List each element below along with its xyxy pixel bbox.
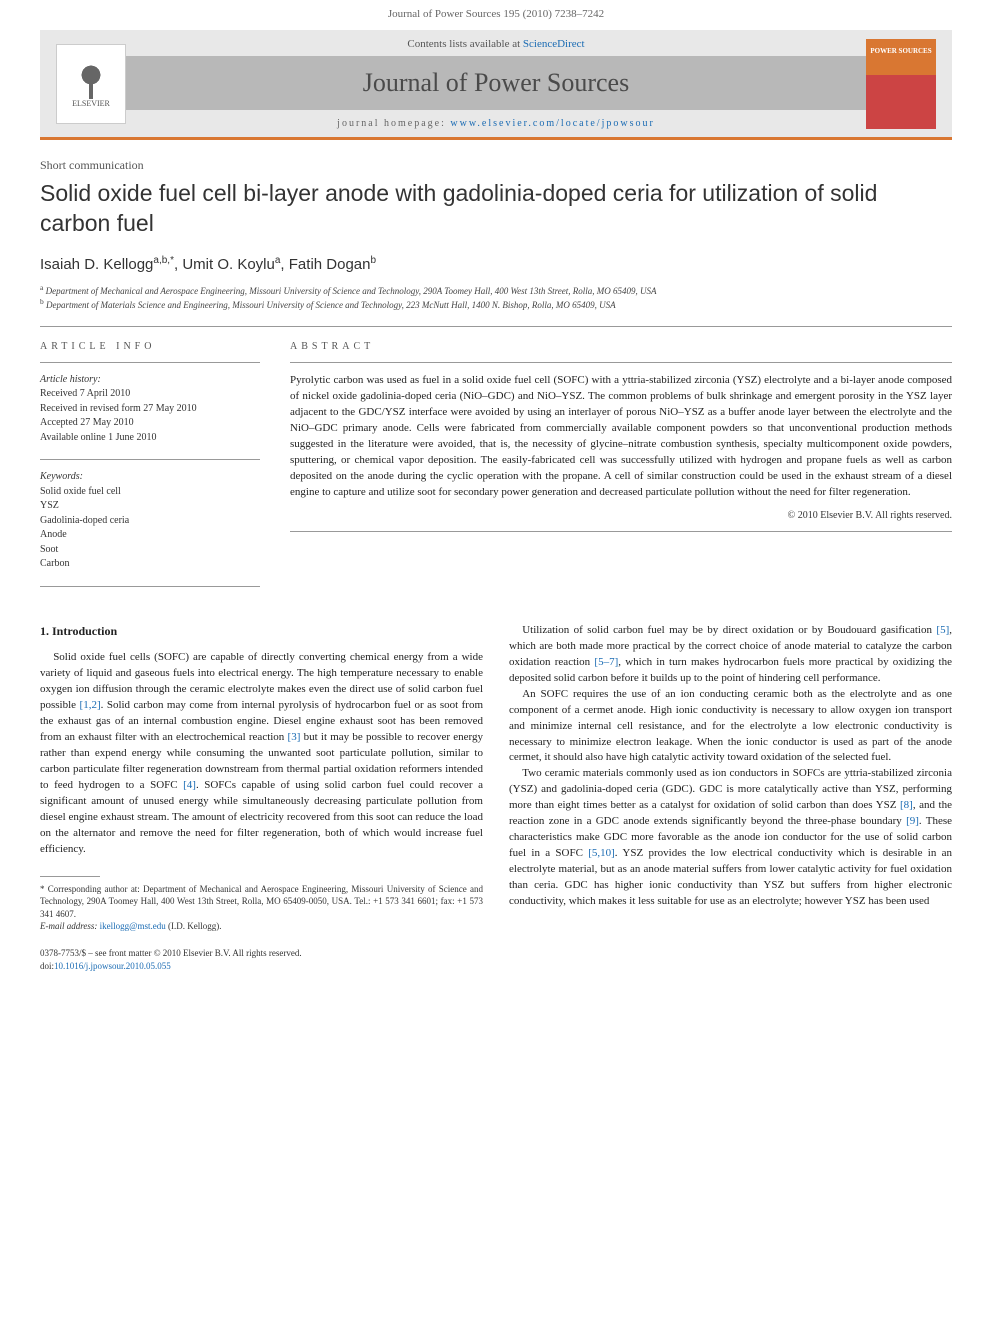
ref-5[interactable]: [5] bbox=[936, 624, 949, 636]
article-type: Short communication bbox=[40, 158, 952, 173]
paragraph-3: An SOFC requires the use of an ion condu… bbox=[509, 687, 952, 767]
article-history: Article history: Received 7 April 2010 R… bbox=[40, 373, 260, 446]
elsevier-label: ELSEVIER bbox=[72, 99, 110, 108]
journal-title: Journal of Power Sources bbox=[126, 56, 866, 110]
ref-4[interactable]: [4] bbox=[183, 779, 196, 791]
ref-8[interactable]: [8] bbox=[900, 799, 913, 811]
citation-text: Journal of Power Sources 195 (2010) 7238… bbox=[388, 8, 604, 20]
body-column-right: Utilization of solid carbon fuel may be … bbox=[509, 623, 952, 972]
ref-5-10[interactable]: [5,10] bbox=[588, 847, 615, 859]
affiliations: a Department of Mechanical and Aerospace… bbox=[40, 283, 952, 312]
contents-bar: ELSEVIER Contents lists available at Sci… bbox=[40, 30, 952, 137]
author-1: Isaiah D. Kellogg bbox=[40, 256, 153, 273]
body-columns: 1. Introduction Solid oxide fuel cells (… bbox=[40, 623, 952, 972]
ref-9[interactable]: [9] bbox=[906, 815, 919, 827]
abstract-box: ABSTRACT Pyrolytic carbon was used as fu… bbox=[290, 341, 952, 597]
ref-1-2[interactable]: [1,2] bbox=[80, 699, 101, 711]
corresponding-author-footnote: * Corresponding author at: Department of… bbox=[40, 883, 483, 933]
affiliation-b: Department of Materials Science and Engi… bbox=[46, 300, 616, 310]
article-title: Solid oxide fuel cell bi-layer anode wit… bbox=[40, 179, 952, 239]
article-info-box: ARTICLE INFO Article history: Received 7… bbox=[40, 341, 260, 597]
contents-available: Contents lists available at ScienceDirec… bbox=[126, 38, 866, 50]
main-content: Short communication Solid oxide fuel cel… bbox=[0, 140, 992, 1002]
abstract-copyright: © 2010 Elsevier B.V. All rights reserved… bbox=[290, 510, 952, 521]
divider bbox=[40, 326, 952, 327]
contents-center: Contents lists available at ScienceDirec… bbox=[126, 38, 866, 129]
paragraph-2: Utilization of solid carbon fuel may be … bbox=[509, 623, 952, 687]
footnote-divider bbox=[40, 876, 100, 877]
ref-5-7[interactable]: [5–7] bbox=[594, 656, 618, 668]
article-info-label: ARTICLE INFO bbox=[40, 341, 260, 352]
body-column-left: 1. Introduction Solid oxide fuel cells (… bbox=[40, 623, 483, 972]
email-link[interactable]: ikellogg@mst.edu bbox=[100, 921, 166, 931]
author-2: Umit O. Koylu bbox=[182, 256, 275, 273]
authors-line: Isaiah D. Kellogga,b,*, Umit O. Koylua, … bbox=[40, 255, 952, 273]
journal-cover-thumbnail: POWER SOURCES bbox=[866, 39, 936, 129]
affiliation-a: Department of Mechanical and Aerospace E… bbox=[46, 286, 657, 296]
author-3: Fatih Dogan bbox=[289, 256, 371, 273]
abstract-label: ABSTRACT bbox=[290, 341, 952, 352]
journal-homepage: journal homepage: www.elsevier.com/locat… bbox=[126, 118, 866, 129]
sciencedirect-link[interactable]: ScienceDirect bbox=[523, 38, 585, 50]
info-abstract-row: ARTICLE INFO Article history: Received 7… bbox=[40, 341, 952, 597]
footer-issn-doi: 0378-7753/$ – see front matter © 2010 El… bbox=[40, 947, 483, 972]
abstract-text: Pyrolytic carbon was used as fuel in a s… bbox=[290, 373, 952, 501]
intro-heading: 1. Introduction bbox=[40, 623, 483, 640]
homepage-link[interactable]: www.elsevier.com/locate/jpowsour bbox=[450, 118, 654, 129]
paragraph-4: Two ceramic materials commonly used as i… bbox=[509, 766, 952, 909]
elsevier-logo: ELSEVIER bbox=[56, 44, 126, 124]
keywords: Keywords: Solid oxide fuel cell YSZ Gado… bbox=[40, 470, 260, 572]
elsevier-tree-icon bbox=[71, 59, 111, 99]
doi-link[interactable]: 10.1016/j.jpowsour.2010.05.055 bbox=[54, 961, 171, 971]
paragraph-1: Solid oxide fuel cells (SOFC) are capabl… bbox=[40, 650, 483, 857]
ref-3[interactable]: [3] bbox=[288, 731, 301, 743]
running-header: Journal of Power Sources 195 (2010) 7238… bbox=[0, 0, 992, 20]
